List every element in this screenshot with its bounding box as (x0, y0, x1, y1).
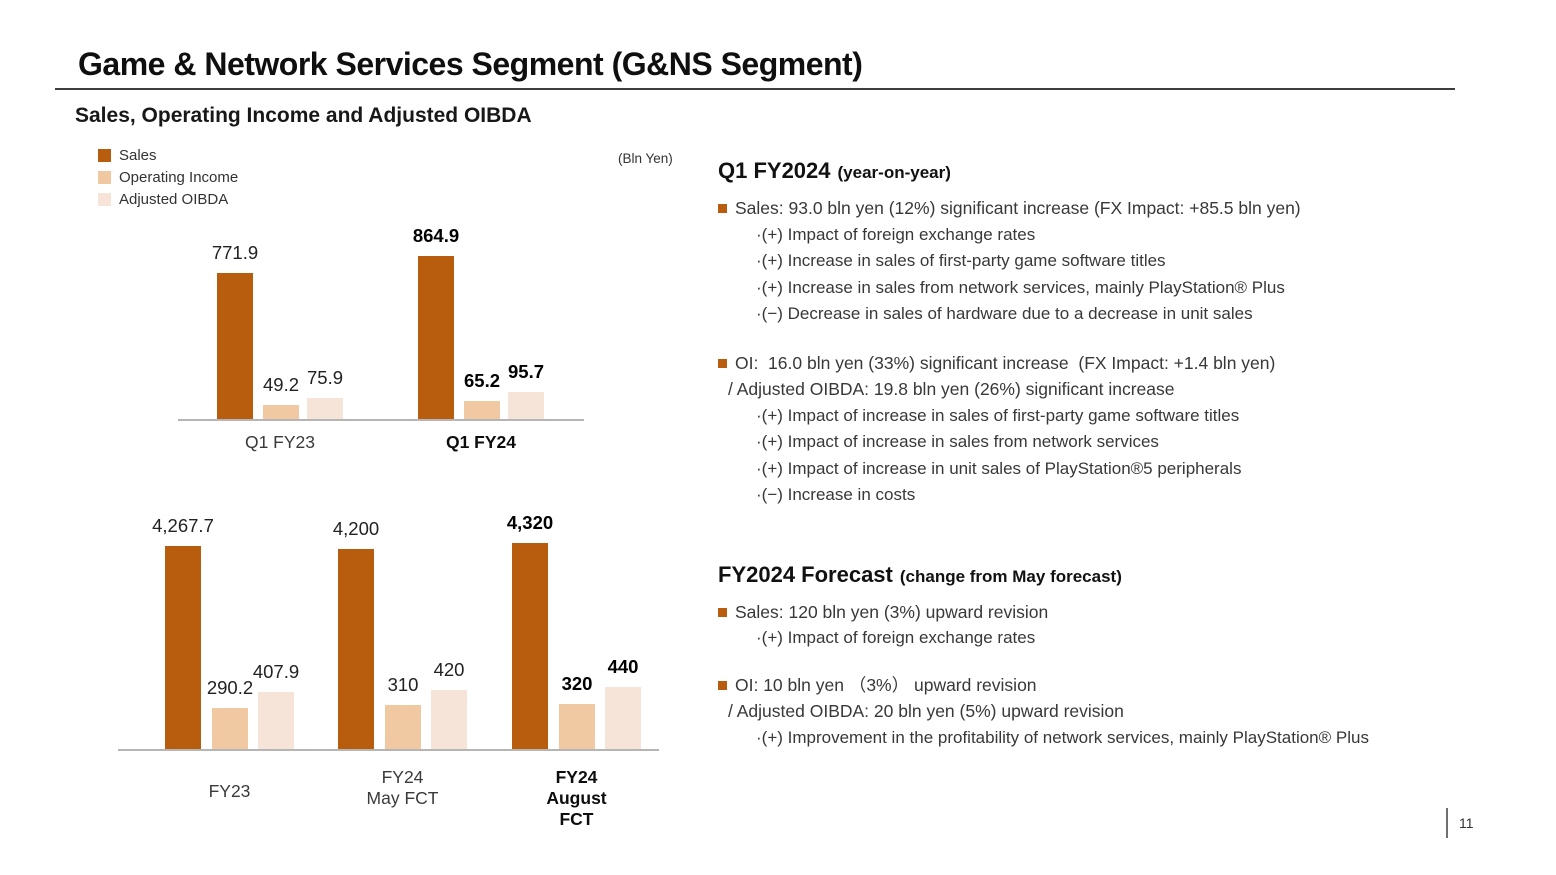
sub-bullet-line: ·(+) Increase in sales of first-party ga… (756, 251, 1166, 270)
sub-bullet-line: ·(−) Increase in costs (756, 485, 916, 504)
commentary-panel: Q1 FY2024 (year-on-year) Sales: 93.0 bln y… (718, 157, 1518, 751)
bullet-lead-line: Sales: 93.0 bln yen (12%) significant in… (718, 195, 1518, 222)
bar-sales (217, 273, 253, 419)
page-title: Game & Network Services Segment (G&NS Se… (78, 46, 863, 82)
bar-value-label: 420 (433, 658, 465, 680)
sub-bullet-line: ·(+) Improvement in the profitability of… (756, 727, 1369, 747)
bullet-lead-line: Sales: 120 bln yen (3%) upward revision (718, 599, 1518, 626)
legend-swatch-icon (98, 192, 111, 206)
bullet-square-icon (718, 358, 727, 368)
bar-value-label: 290.2 (206, 677, 254, 699)
bar-value-label: 95.7 (507, 360, 545, 382)
bullet-block: Sales: 120 bln yen (3%) upward revision ·… (718, 599, 1518, 652)
section-heading-text: FY2024 Forecast (718, 561, 893, 587)
bullet-text: Sales: 120 bln yen (3%) upward revision (735, 601, 1049, 622)
legend-swatch-icon (98, 170, 111, 184)
section-heading-note: (change from May forecast) (899, 566, 1122, 586)
bullet-text: OI: 10 bln yen （3%） upward revision (735, 674, 1037, 695)
sub-bullet-line: ·(+) Impact of increase in sales of firs… (756, 405, 1240, 425)
bar-value-label: 65.2 (463, 369, 501, 391)
sub-bullet-line: ·(+) Increase in sales from network serv… (756, 277, 1285, 297)
bar-value-label: 310 (387, 674, 419, 696)
legend-label: Operating Income (119, 168, 239, 186)
bullet-text: / Adjusted OIBDA: 20 bln yen (5%) upward… (728, 701, 1124, 721)
bullet-block: Sales: 93.0 bln yen (12%) significant in… (718, 195, 1518, 328)
category-label: Q1 FY23 (244, 432, 316, 452)
legend-swatch-icon (98, 148, 111, 162)
section-heading-note: (year-on-year) (837, 163, 951, 182)
bullet-lead-line: OI: 10 bln yen （3%） upward revision (718, 672, 1518, 699)
bullet-square-icon (718, 607, 727, 617)
bullet-block: OI: 10 bln yen （3%） upward revision / Adj… (718, 672, 1518, 752)
bar-operating_income (263, 405, 299, 419)
section-subtitle: Sales, Operating Income and Adjusted OIB… (75, 104, 532, 127)
legend-label: Adjusted OIBDA (119, 190, 229, 208)
section-heading-text: Q1 FY2024 (718, 158, 831, 183)
chart-legend: Sales Operating Income Adjusted OIBDA (98, 144, 238, 210)
bar-value-label: 771.9 (211, 242, 259, 264)
bar-value-label: 49.2 (262, 374, 300, 396)
sub-bullet-line: ·(+) Impact of increase in sales from ne… (756, 432, 1159, 451)
bar-value-label: 407.9 (252, 660, 300, 682)
legend-item: Sales (98, 144, 238, 166)
bar-value-label: 75.9 (306, 366, 344, 388)
legend-label: Sales (119, 146, 157, 164)
section-heading: Q1 FY2024 (year-on-year) (718, 157, 1518, 187)
title-underline (55, 88, 1455, 90)
bar-adjusted_oibda (508, 391, 544, 419)
sub-bullet-line: ·(+) Impact of foreign exchange rates (756, 224, 1036, 244)
category-label: FY24 August FCT (546, 767, 607, 829)
section-heading: FY2024 Forecast (change from May forecast… (718, 561, 1518, 591)
bar-sales (165, 545, 201, 749)
bar-sales (418, 255, 454, 419)
bullet-block: OI: 16.0 bln yen (33%) significant incre… (718, 350, 1518, 509)
bar-operating_income (464, 400, 500, 419)
category-label: FY23 (208, 781, 251, 801)
bar-value-label: 320 (561, 672, 593, 694)
category-label: FY24 May FCT (366, 767, 439, 808)
bar-adjusted_oibda (258, 691, 294, 749)
sub-bullet-line: ·(+) Impact of increase in unit sales of… (756, 458, 1242, 478)
unit-note: (Bln Yen) (618, 151, 673, 166)
page-number: 11 (1446, 808, 1474, 838)
bar-value-label: 4,320 (506, 512, 554, 534)
bar-value-label: 864.9 (412, 224, 460, 246)
fullyear-bar-chart: 4,267.7 290.2 407.9 FY23 4,200 310 420 FY24 May… (118, 512, 659, 829)
quarterly-bar-chart: 771.9 49.2 75.9 Q1 FY23 864.9 65.2 95.7 Q1 FY24 (178, 225, 584, 452)
bar-adjusted_oibda (307, 397, 343, 419)
category-label: Q1 FY24 (445, 432, 517, 452)
bullet-square-icon (718, 680, 727, 690)
bar-value-label: 4,200 (332, 518, 380, 540)
bullet-text: Sales: 93.0 bln yen (12%) significant in… (735, 198, 1301, 218)
bullet-continuation-line: / Adjusted OIBDA: 20 bln yen (5%) upward… (718, 698, 1518, 725)
bar-adjusted_oibda (605, 687, 641, 749)
bar-operating_income (559, 703, 595, 749)
bar-sales (512, 543, 548, 749)
commentary-section: Q1 FY2024 (year-on-year) Sales: 93.0 bln y… (718, 157, 1518, 509)
legend-item: Adjusted OIBDA (98, 188, 238, 210)
sub-bullet-line: ·(+) Impact of foreign exchange rates (756, 628, 1036, 647)
sub-bullet-line: ·(−) Decrease in sales of hardware due t… (756, 304, 1253, 323)
bar-operating_income (212, 708, 248, 749)
bar-value-label: 440 (607, 656, 639, 677)
bullet-text: / Adjusted OIBDA: 19.8 bln yen (26%) sig… (728, 379, 1175, 399)
bullet-lead-line: OI: 16.0 bln yen (33%) significant incre… (718, 350, 1518, 377)
legend-item: Operating Income (98, 166, 238, 188)
bar-sales (338, 549, 374, 749)
bar-operating_income (385, 705, 421, 749)
bullet-text: OI: 16.0 bln yen (33%) significant incre… (735, 352, 1276, 373)
bullet-continuation-line: / Adjusted OIBDA: 19.8 bln yen (26%) sig… (718, 376, 1518, 403)
bar-adjusted_oibda (431, 689, 467, 749)
commentary-section: FY2024 Forecast (change from May forecast… (718, 561, 1518, 752)
bullet-square-icon (718, 204, 727, 213)
bar-value-label: 4,267.7 (152, 514, 214, 536)
